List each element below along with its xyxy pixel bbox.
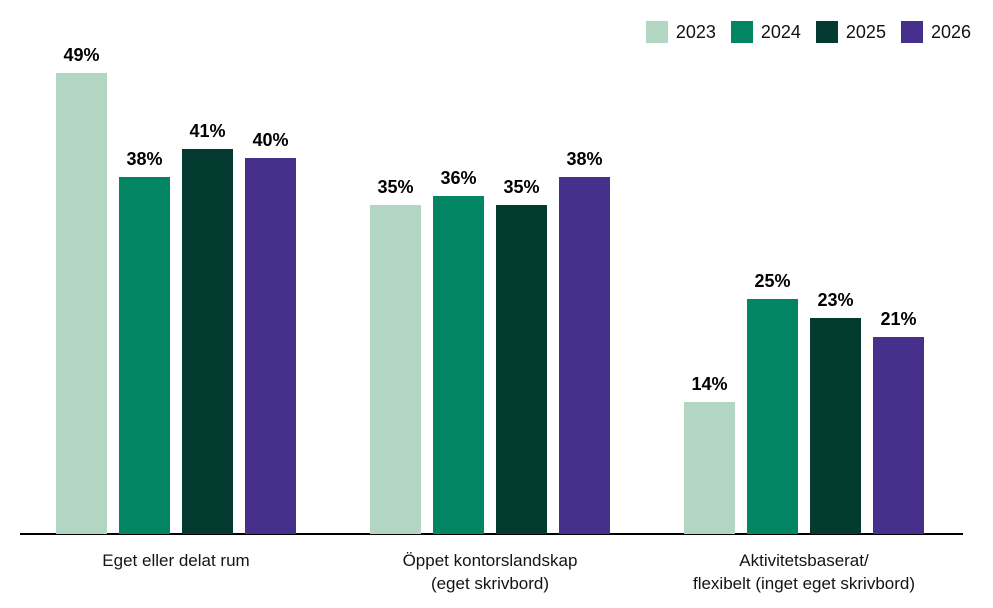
x-axis-label-oppet-kontorslandskap: Öppet kontorslandskap (eget skrivbord) [402,551,578,593]
bar-cell-2023-eget-eller-delat-rum: 49% [56,45,107,534]
legend-label-2026: 2026 [930,21,971,42]
bar-value-label: 23% [817,290,854,310]
x-axis-labels: Eget eller delat rum Öppet kontorslandska… [0,549,993,608]
bar-2024-eget-eller-delat-rum [119,177,170,534]
bar-2026-aktivitetsbaserat-flexibelt [873,337,924,534]
x-axis-label-aktivitetsbaserat-flexibelt: Aktivitetsbaserat/flexibelt (inget eget … [692,551,916,593]
legend-label-2025: 2025 [845,21,886,42]
legend-item-2025: 2025 [815,21,886,43]
bar-cell-2025-oppet-kontorslandskap: 35% [496,177,547,534]
bar-group-oppet-kontorslandskap: 35% 36% 35% 38% [370,149,610,534]
x-axis-label-eget-eller-delat-rum: Eget eller delat rum [102,551,250,570]
bar-2026-eget-eller-delat-rum [245,158,296,534]
legend-swatch-2026 [900,21,923,43]
bar-value-label: 25% [754,271,791,291]
legend-swatch-2023 [645,21,668,43]
bar-value-label: 49% [63,45,100,65]
bar-value-label: 38% [566,149,603,169]
bar-cell-2023-aktivitetsbaserat-flexibelt: 14% [684,374,735,534]
bar-cell-2025-eget-eller-delat-rum: 41% [182,121,233,534]
bar-group-aktivitetsbaserat-flexibelt: 14% 25% 23% 21% [684,271,924,534]
bar-value-label: 40% [252,130,289,150]
bar-cell-2026-oppet-kontorslandskap: 38% [559,149,610,534]
bar-cell-2025-aktivitetsbaserat-flexibelt: 23% [810,290,861,534]
legend-label-2023: 2023 [675,21,716,42]
bar-value-label: 21% [880,309,917,329]
bar-2023-aktivitetsbaserat-flexibelt [684,402,735,534]
legend-item-2026: 2026 [900,21,971,43]
legend-swatch-2025 [815,21,838,43]
bar-value-label: 35% [377,177,414,197]
bar-value-label: 14% [691,374,728,394]
bar-value-label: 36% [440,168,477,188]
bar-2025-oppet-kontorslandskap [496,205,547,534]
bar-cell-2024-oppet-kontorslandskap: 36% [433,168,484,534]
bar-value-label: 41% [189,121,226,141]
legend-item-2023: 2023 [645,21,716,43]
bar-group-eget-eller-delat-rum: 49% 38% 41% 40% [56,45,296,534]
bar-cell-2024-aktivitetsbaserat-flexibelt: 25% [747,271,798,534]
chart-legend: 2023 2024 2025 2026 [645,21,971,43]
legend-label-2024: 2024 [760,21,801,42]
bar-cell-2023-oppet-kontorslandskap: 35% [370,177,421,534]
bar-2024-oppet-kontorslandskap [433,196,484,534]
legend-item-2024: 2024 [730,21,801,43]
bar-2025-eget-eller-delat-rum [182,149,233,534]
bar-2026-oppet-kontorslandskap [559,177,610,534]
bar-cell-2026-aktivitetsbaserat-flexibelt: 21% [873,309,924,534]
bar-2024-aktivitetsbaserat-flexibelt [747,299,798,534]
bar-2025-aktivitetsbaserat-flexibelt [810,318,861,534]
bar-2023-oppet-kontorslandskap [370,205,421,534]
x-axis-line [20,533,963,535]
bar-2023-eget-eller-delat-rum [56,73,107,534]
bar-cell-2024-eget-eller-delat-rum: 38% [119,149,170,534]
bar-value-label: 38% [126,149,163,169]
bar-cell-2026-eget-eller-delat-rum: 40% [245,130,296,534]
bar-value-label: 35% [503,177,540,197]
legend-swatch-2024 [730,21,753,43]
